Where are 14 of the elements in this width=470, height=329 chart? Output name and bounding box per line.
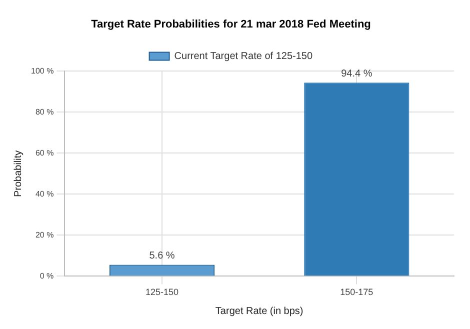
x-tick-label: 150-175: [340, 287, 374, 298]
y-tick-label: 20 %: [35, 230, 54, 240]
y-tick-label: 60 %: [35, 148, 54, 158]
y-tick-label: 0 %: [40, 271, 54, 280]
y-tick-label: 40 %: [35, 189, 54, 198]
data-label: 94.4 %: [341, 68, 372, 80]
y-tick-label: 80 %: [35, 107, 54, 116]
x-tick-label: 125-150: [145, 287, 179, 298]
y-tick-label: 100 %: [30, 66, 54, 76]
x-axis-title: Target Rate (in bps): [215, 306, 304, 317]
legend-label: Current Target Rate of 125-150: [174, 50, 313, 62]
y-axis-title: Probability: [12, 150, 24, 198]
data-label: 5.6 %: [149, 250, 175, 262]
chart-title: Target Rate Probabilities for 21 mar 2018 Fed Meeting: [91, 18, 371, 31]
